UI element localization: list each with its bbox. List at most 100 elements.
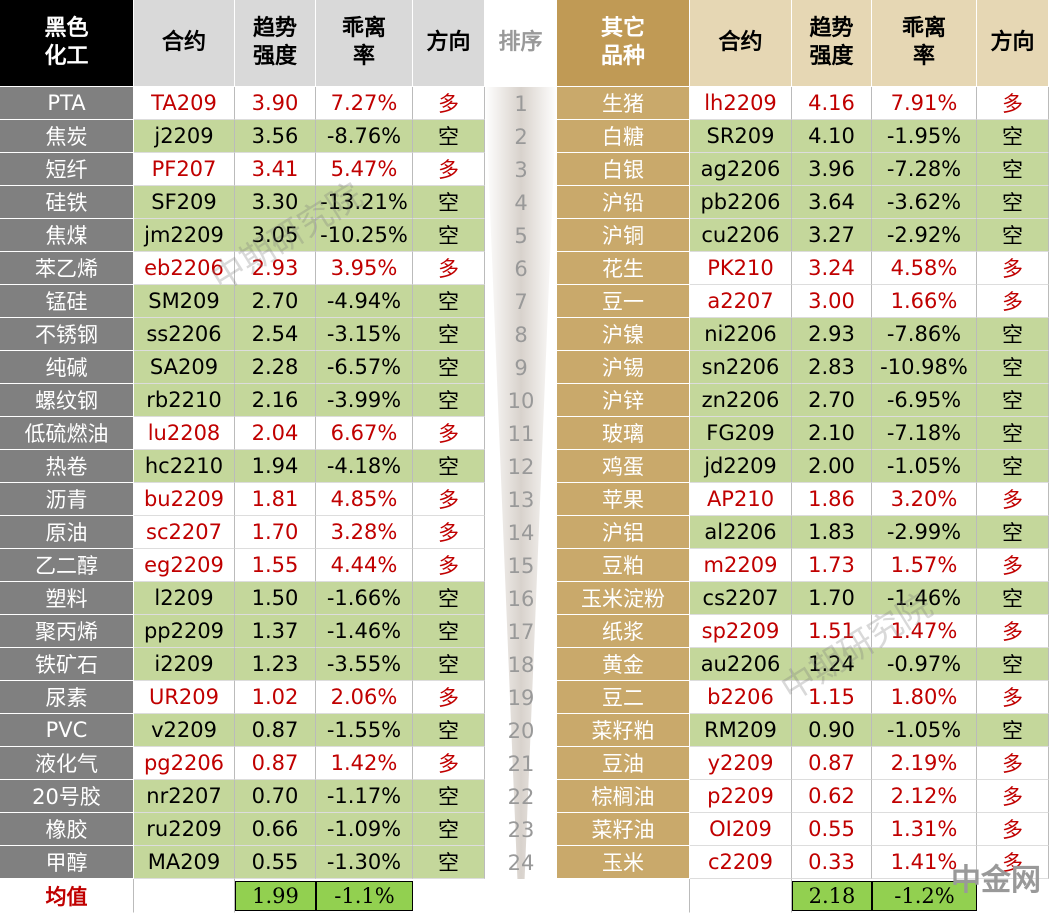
- direction: 空: [977, 450, 1049, 483]
- trend-strength: 0.87: [235, 714, 316, 747]
- contract: eb2206: [134, 252, 235, 285]
- contract: y2209: [690, 747, 792, 780]
- deviation: -2.99%: [872, 516, 977, 549]
- deviation: -4.94%: [316, 285, 413, 318]
- deviation: -7.18%: [872, 417, 977, 450]
- deviation-text: -10.25%: [320, 223, 408, 247]
- deviation: -7.28%: [872, 153, 977, 186]
- average-label: 均值: [0, 879, 134, 913]
- deviation: -13.21%: [316, 186, 413, 219]
- deviation-text: -3.62%: [886, 190, 962, 214]
- direction-text: 多: [438, 158, 459, 182]
- variety-name-text: 白银: [602, 158, 644, 182]
- trend-strength-text: 0.66: [251, 817, 299, 841]
- contract-text: eb2206: [144, 256, 224, 280]
- deviation-text: 1.80%: [890, 685, 958, 709]
- contract: c2209: [690, 846, 792, 879]
- direction-text: 多: [438, 686, 459, 710]
- rank-header: 排序: [485, 0, 557, 87]
- header-cell-text: 趋势强度: [809, 16, 854, 69]
- contract-text: i2209: [154, 652, 214, 676]
- direction-text: 多: [1002, 92, 1023, 116]
- deviation-text: 7.91%: [890, 91, 958, 115]
- variety-name-text: 液化气: [35, 752, 98, 776]
- direction-text: 多: [1002, 818, 1023, 842]
- deviation-text: -0.97%: [886, 652, 962, 676]
- variety-name: 豆二: [557, 681, 690, 714]
- deviation: 7.27%: [316, 87, 413, 120]
- rank-number: 13: [485, 483, 557, 516]
- deviation: 1.47%: [872, 615, 977, 648]
- contract-text: hc2210: [144, 454, 224, 478]
- contract-text: PF207: [151, 157, 217, 181]
- contract-text: b2206: [707, 685, 774, 709]
- rank-number-text: 2: [514, 124, 528, 149]
- header-cell-text: 方向: [426, 30, 471, 55]
- variety-name-text: 菜籽粕: [591, 719, 655, 743]
- trend-strength: 1.51: [792, 615, 872, 648]
- average-deviation: -1.2%: [872, 881, 977, 911]
- trend-strength: 0.87: [792, 747, 872, 780]
- direction: 多: [977, 747, 1049, 780]
- rank-number: 17: [485, 615, 557, 648]
- variety-name: 玉米: [557, 846, 690, 879]
- rank-number-text: 10: [507, 388, 535, 413]
- deviation-text: -7.18%: [886, 421, 962, 445]
- deviation: 2.06%: [316, 681, 413, 714]
- trend-strength-text: 1.02: [251, 685, 299, 709]
- deviation-text: 6.67%: [330, 421, 398, 445]
- direction-text: 空: [1002, 653, 1023, 677]
- variety-name: 不锈钢: [0, 318, 134, 351]
- deviation-text: -1.05%: [886, 454, 962, 478]
- direction-text: 多: [438, 752, 459, 776]
- average-deviation-text: -1.2%: [894, 884, 955, 908]
- variety-name: 纯碱: [0, 351, 134, 384]
- trend-strength-text: 1.15: [808, 685, 855, 709]
- trend-strength-text: 0.70: [251, 784, 299, 808]
- direction-text: 空: [438, 224, 459, 248]
- direction-text: 多: [1002, 752, 1023, 776]
- contract: MA209: [134, 846, 235, 879]
- contract-text: c2209: [708, 850, 773, 874]
- direction: 多: [413, 417, 485, 450]
- rank-number-text: 18: [507, 652, 535, 677]
- direction: 空: [977, 714, 1049, 747]
- header-cell: 黑色化工: [0, 0, 134, 87]
- deviation-text: -13.21%: [320, 190, 408, 214]
- rank-number-text: 17: [507, 619, 535, 644]
- variety-name-text: 尿素: [45, 686, 88, 710]
- rank-number-text: 20: [507, 718, 535, 743]
- deviation: -10.98%: [872, 351, 977, 384]
- rank-number-text: 19: [507, 685, 535, 710]
- contract: ag2206: [690, 153, 792, 186]
- trend-strength: 1.02: [235, 681, 316, 714]
- direction: 空: [413, 780, 485, 813]
- deviation: -1.05%: [872, 450, 977, 483]
- variety-name-text: 生猪: [602, 92, 644, 116]
- variety-name-text: 聚丙烯: [35, 620, 98, 644]
- trend-strength: 1.70: [792, 582, 872, 615]
- variety-name-text: 硅铁: [45, 191, 88, 215]
- rank-header-text: 排序: [498, 30, 543, 55]
- rank-number-text: 21: [507, 751, 535, 776]
- contract: au2206: [690, 648, 792, 681]
- deviation: -1.95%: [872, 120, 977, 153]
- variety-name: 短纤: [0, 153, 134, 186]
- rank-number: 14: [485, 516, 557, 549]
- trend-strength-text: 2.93: [251, 256, 299, 280]
- direction: 多: [977, 549, 1049, 582]
- deviation-text: 1.41%: [890, 850, 958, 874]
- variety-name: 菜籽粕: [557, 714, 690, 747]
- direction-text: 多: [1002, 620, 1023, 644]
- direction: 多: [413, 516, 485, 549]
- direction: 空: [413, 120, 485, 153]
- header-cell-text: 趋势强度: [252, 16, 297, 69]
- header-cell-text: 乖离率: [341, 16, 386, 69]
- direction-text: 空: [1002, 719, 1023, 743]
- variety-name: 焦炭: [0, 120, 134, 153]
- trend-strength: 1.94: [235, 450, 316, 483]
- direction-text: 多: [1002, 488, 1023, 512]
- contract-text: pb2206: [700, 190, 781, 214]
- direction-text: 多: [1002, 851, 1023, 875]
- direction-text: 空: [438, 587, 459, 611]
